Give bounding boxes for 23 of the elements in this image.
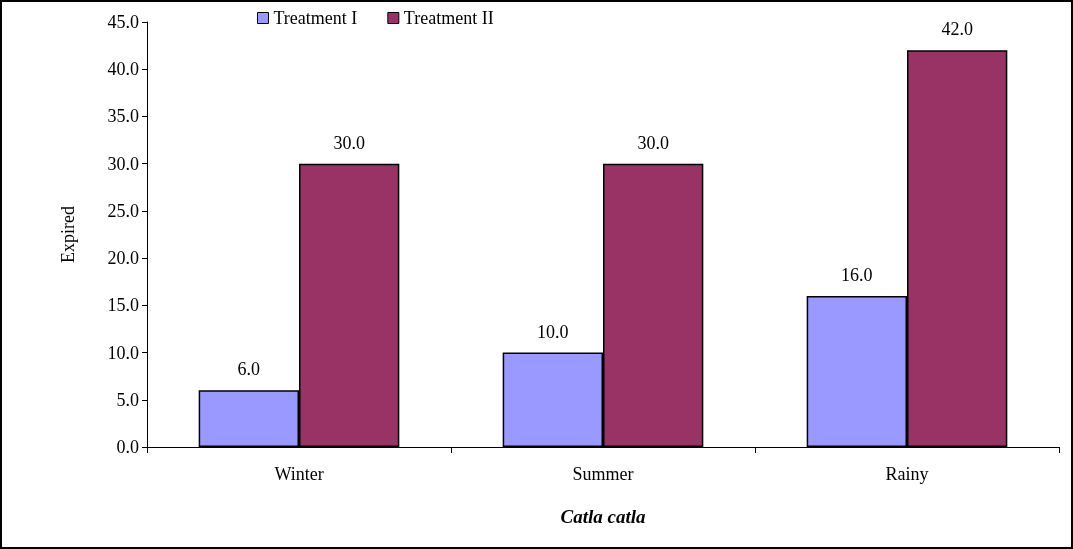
y-tick-label: 15.0 bbox=[107, 295, 139, 316]
x-tick-label: Summer bbox=[572, 464, 634, 484]
y-tick-label: 0.0 bbox=[116, 437, 139, 457]
data-label: 30.0 bbox=[333, 132, 365, 153]
data-label: 6.0 bbox=[237, 359, 261, 380]
y-tick-label: 40.0 bbox=[107, 59, 139, 80]
y-axis-title: Expired bbox=[58, 206, 78, 263]
y-tick-label: 5.0 bbox=[116, 389, 139, 410]
x-axis-title: Catla catla bbox=[560, 506, 646, 527]
legend-label: Treatment II bbox=[403, 8, 494, 28]
legend-label: Treatment I bbox=[273, 8, 358, 28]
data-label: 42.0 bbox=[941, 19, 973, 40]
data-label: 16.0 bbox=[841, 264, 873, 285]
y-tick-label: 20.0 bbox=[107, 248, 139, 269]
y-tick-label: 25.0 bbox=[107, 200, 139, 221]
y-tick-label: 30.0 bbox=[107, 153, 139, 174]
y-tick-label: 45.0 bbox=[107, 12, 139, 32]
data-label: 10.0 bbox=[537, 321, 569, 342]
x-tick-label: Rainy bbox=[885, 464, 929, 484]
y-tick-label: 10.0 bbox=[107, 342, 139, 363]
data-label: 30.0 bbox=[637, 132, 669, 153]
y-tick-label: 35.0 bbox=[107, 106, 139, 127]
x-tick-label: Winter bbox=[274, 464, 324, 484]
